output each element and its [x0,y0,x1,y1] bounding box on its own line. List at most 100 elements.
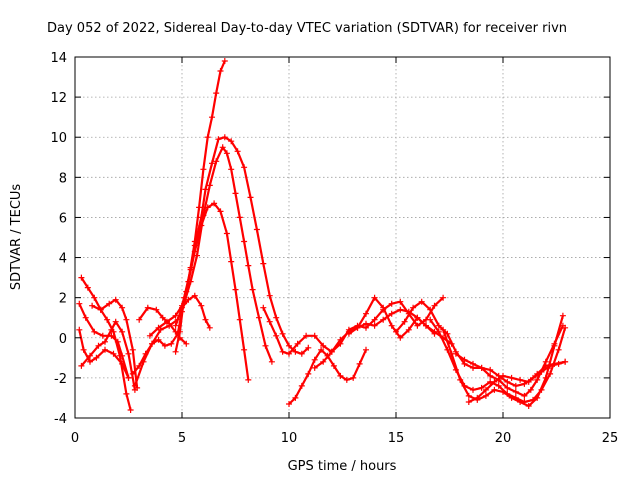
data-point [172,322,179,329]
data-point [500,372,506,379]
data-point [172,312,179,319]
data-point [542,362,549,369]
data-point [112,296,119,303]
data-point [388,310,395,317]
data-point [512,388,519,395]
data-point [423,322,429,329]
series-pass-4 [78,318,138,393]
data-point [547,370,554,377]
data-point [495,382,502,389]
data-point [345,330,352,337]
data-point [320,342,327,349]
data-point [256,314,262,321]
data-point [337,336,344,343]
data-point [78,362,85,369]
data-point [149,340,155,347]
data-point [452,350,459,357]
data-point [232,190,239,197]
series-line [455,325,564,397]
data-point [294,340,301,347]
series-pass-3 [76,326,132,381]
series-line [133,146,273,387]
data-point [82,314,89,321]
data-point [104,316,111,323]
data-point [181,294,188,301]
data-point [146,332,153,339]
data-point [129,346,136,353]
data-point [311,356,318,363]
data-point [262,342,269,349]
data-point [187,266,194,273]
data-point [206,182,213,189]
data-point [388,322,395,329]
data-point [354,324,361,331]
data-point [108,326,115,333]
data-point [371,322,378,329]
y-tick-label: -2 [54,372,67,387]
data-point [371,316,378,323]
data-point [140,358,147,365]
data-point [427,306,434,313]
data-point [279,330,286,337]
series-pass-18 [440,312,566,409]
data-point [435,322,442,329]
data-point [87,352,93,359]
data-point [209,160,215,167]
data-point [78,274,85,281]
data-point [106,300,113,307]
data-point [414,314,421,321]
data-point [337,372,344,379]
data-point [303,332,310,339]
data-point [249,286,256,293]
data-point [517,399,524,405]
data-point [298,382,305,389]
data-point [551,340,558,347]
data-point [397,298,404,305]
series-pass-19 [452,322,566,399]
y-axis-label: SDTVAR / TECUs [9,184,24,291]
data-point [155,324,162,331]
y-tick-label: 8 [59,171,67,186]
data-point [330,362,337,369]
data-point [191,292,198,299]
data-point [440,294,447,301]
data-point [232,286,239,293]
data-point [211,200,218,207]
data-point [388,300,395,307]
data-point [223,230,230,237]
data-point [491,386,498,393]
data-point [221,58,228,64]
data-point [119,304,126,311]
data-point [286,350,292,357]
data-point [241,346,248,353]
series-layer [76,58,569,413]
data-point [273,332,280,339]
data-point [478,384,485,391]
data-point [298,350,305,357]
data-point [87,358,93,365]
y-tick-label: 0 [59,332,67,347]
data-point [202,186,209,193]
axis-ticks: 0 5 10 15 20 25 -4 -2 0 2 4 6 8 10 12 14 [50,51,618,446]
data-point [504,378,511,385]
data-point [200,166,207,173]
data-point [562,358,569,365]
data-point [228,258,235,265]
data-point [168,340,175,347]
data-point [183,340,190,347]
data-point [89,302,96,309]
data-point [512,382,519,389]
x-tick-label: 15 [388,431,405,446]
data-point [431,302,438,309]
data-point [236,316,243,323]
data-point [119,360,126,367]
data-point [102,338,108,345]
data-point [279,348,286,355]
data-point [461,356,468,363]
data-point [371,294,378,301]
data-point [136,316,143,323]
data-point [129,370,136,377]
data-point [260,260,267,267]
data-point [478,364,485,371]
